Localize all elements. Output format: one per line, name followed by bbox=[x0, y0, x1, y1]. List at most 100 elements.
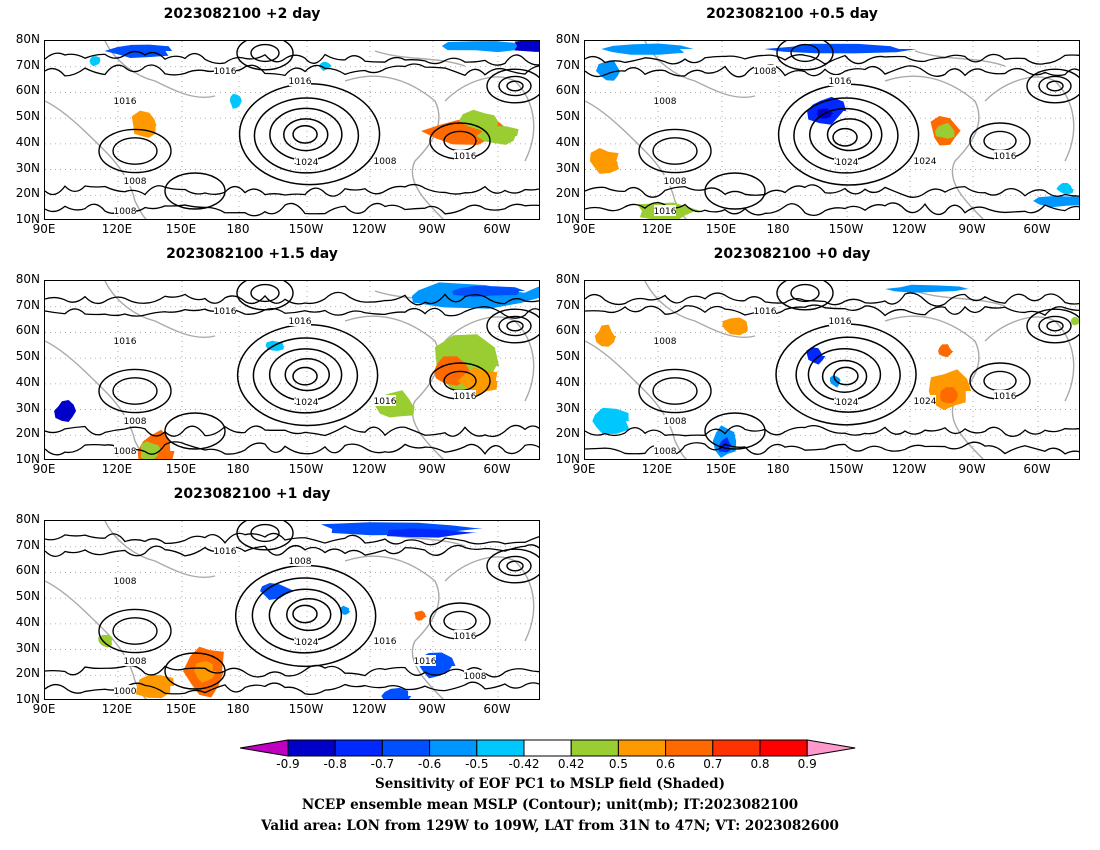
sensitivity-shade bbox=[592, 407, 630, 435]
sensitivity-shade bbox=[451, 285, 526, 297]
contour-label-bg bbox=[454, 150, 476, 161]
map-frame: 100810161008101610001024101610081024 bbox=[584, 280, 1080, 460]
isobar-contour bbox=[1046, 320, 1064, 332]
coastline bbox=[884, 315, 984, 459]
contour-label-bg bbox=[654, 95, 676, 106]
coastline bbox=[884, 75, 984, 219]
lon-tick-label: 90E bbox=[572, 222, 596, 236]
colorbar-tick-label: -0.8 bbox=[323, 757, 347, 771]
colorbar-segment bbox=[523, 739, 572, 757]
colorbar-segment bbox=[759, 739, 808, 757]
contour-label: 1016 bbox=[374, 637, 397, 647]
sensitivity-shade bbox=[381, 687, 412, 699]
colorbar-tick-label: -0.5 bbox=[465, 757, 489, 771]
isobar-contour bbox=[486, 548, 539, 584]
colorbar-extend-right bbox=[806, 739, 856, 757]
contour-label-bg bbox=[994, 390, 1016, 401]
lon-tick-label: 180 bbox=[226, 702, 250, 716]
lon-tick-label: 150E bbox=[705, 222, 737, 236]
colorbar-segment bbox=[476, 739, 525, 757]
isobar-contour bbox=[638, 368, 712, 414]
isobar-contour bbox=[638, 128, 712, 174]
lon-tick-label: 150E bbox=[165, 222, 197, 236]
contour-label-bg bbox=[754, 305, 776, 316]
isobar-contour bbox=[498, 75, 532, 97]
contour-label-bg bbox=[914, 155, 936, 166]
sensitivity-shade bbox=[386, 528, 478, 538]
lon-tick-label: 150W bbox=[828, 462, 864, 476]
lon-tick-label: 150W bbox=[828, 222, 864, 236]
isobar-contour bbox=[98, 128, 172, 174]
contour-label: 1000 bbox=[114, 687, 137, 697]
lat-tick-label: 30N bbox=[555, 160, 580, 175]
isobar-contour bbox=[292, 604, 318, 624]
contour-label: 1008 bbox=[664, 177, 687, 187]
coastline bbox=[344, 555, 444, 699]
isobar-contour bbox=[1038, 75, 1072, 97]
panel-title: 2023082100 +1.5 day bbox=[166, 246, 338, 262]
isobar-contour bbox=[164, 412, 226, 450]
lat-tick-label: 50N bbox=[555, 349, 580, 364]
isobar-contour bbox=[250, 283, 280, 303]
contour-label-bg bbox=[374, 155, 396, 166]
isobar-contour bbox=[45, 183, 539, 197]
lon-tick-label: 120E bbox=[101, 702, 133, 716]
contour-label-bg bbox=[754, 65, 776, 76]
caption-line-3: Valid area: LON from 129W to 109W, LAT f… bbox=[261, 818, 839, 834]
sensitivity-shade bbox=[1033, 196, 1079, 208]
lon-tick-label: 150W bbox=[288, 462, 324, 476]
isobar-contour bbox=[234, 564, 377, 668]
isobar-contour bbox=[112, 377, 158, 405]
sensitivity-shade bbox=[524, 286, 539, 299]
sensitivity-shade bbox=[1070, 317, 1079, 326]
contour-label-bg bbox=[414, 655, 436, 666]
lat-tick-label: 10N bbox=[15, 452, 40, 466]
isobar-contour bbox=[983, 130, 1017, 152]
contour-label: 1008 bbox=[124, 657, 147, 667]
colorbar-segment bbox=[712, 739, 761, 757]
isobar-contour bbox=[164, 172, 226, 210]
contour-label-bg bbox=[374, 395, 396, 406]
caption-line-1: Sensitivity of EOF PC1 to MSLP field (Sh… bbox=[374, 776, 726, 792]
coastline bbox=[104, 281, 216, 338]
colorbar-segment bbox=[334, 739, 383, 757]
isobar-contour bbox=[983, 370, 1017, 392]
coastline bbox=[374, 50, 466, 67]
contour-label-bg bbox=[124, 415, 146, 426]
contour-label: 1016 bbox=[214, 67, 237, 77]
lat-tick-label: 80N bbox=[15, 512, 40, 526]
map-canvas: 101610161008101610241016101610081024 bbox=[45, 281, 539, 459]
coastline bbox=[644, 281, 756, 338]
contour-label: 1016 bbox=[114, 337, 137, 347]
lat-tick-label: 80N bbox=[15, 272, 40, 286]
isobar-contour bbox=[45, 544, 539, 557]
sensitivity-shade bbox=[89, 56, 101, 67]
sensitivity-shade bbox=[260, 583, 295, 600]
isobar-contour bbox=[98, 608, 172, 654]
isobar-contour bbox=[652, 377, 698, 405]
colorbar-segment bbox=[617, 739, 667, 757]
lat-tick-label: 60N bbox=[15, 83, 40, 98]
isobar-contour bbox=[790, 283, 820, 303]
lon-tick-label: 90E bbox=[32, 222, 56, 236]
sensitivity-shade bbox=[131, 110, 157, 138]
contour-label-bg bbox=[374, 635, 396, 646]
contour-label: 1008 bbox=[654, 97, 677, 107]
isobar-contour bbox=[236, 41, 294, 71]
contour-label: 1016 bbox=[289, 317, 312, 327]
lon-tick-label: 120W bbox=[351, 222, 387, 236]
isobar-contour bbox=[250, 523, 280, 543]
lon-tick-label: 120E bbox=[101, 462, 133, 476]
contour-label: 1008 bbox=[664, 417, 687, 427]
contour-label-bg bbox=[114, 445, 136, 456]
lon-tick-label: 60W bbox=[1023, 222, 1051, 236]
isobar-contour bbox=[1026, 308, 1079, 344]
contour-label-bg bbox=[114, 205, 136, 216]
colorbar-tick-label: -0.9 bbox=[276, 757, 300, 771]
lat-tick-label: 50N bbox=[15, 589, 40, 604]
contour-label-bg bbox=[114, 95, 136, 106]
lon-tick-label: 150W bbox=[288, 702, 324, 716]
isobar-contour bbox=[292, 125, 318, 144]
lat-tick-label: 80N bbox=[555, 32, 580, 46]
contour-label-bg bbox=[296, 636, 318, 647]
